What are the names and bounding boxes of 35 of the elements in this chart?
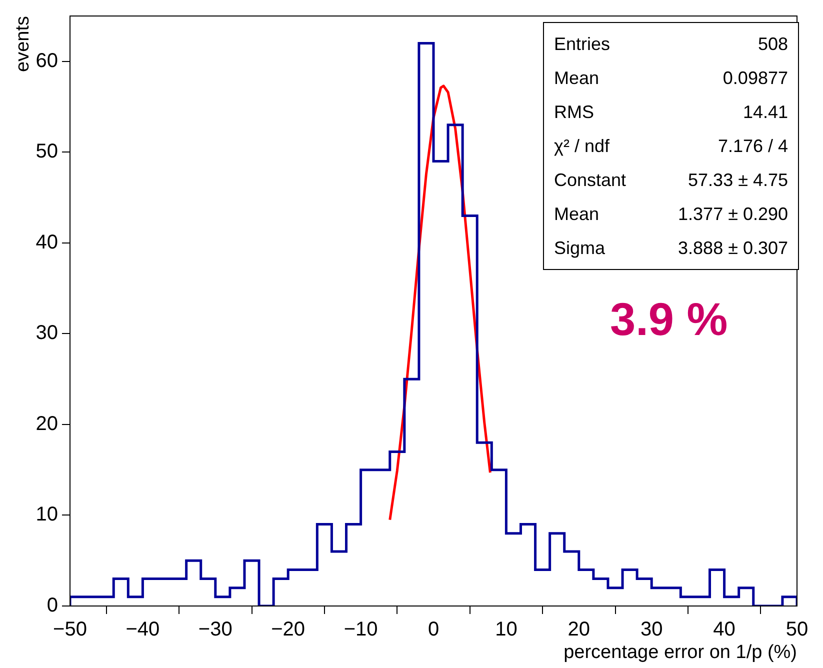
annotation: 0.09877	[722, 67, 788, 90]
annotation: 7.176 / 4	[716, 135, 788, 158]
y-tick-label: 20	[36, 412, 58, 435]
x-tick-label: −10	[344, 618, 378, 641]
y-tick-label: 40	[36, 231, 58, 254]
y-tick-label: 30	[36, 322, 58, 344]
x-tick-label: 0	[428, 618, 440, 641]
annotation: 508	[756, 33, 788, 56]
x-tick-label: 40	[713, 618, 736, 641]
annotation: RMS	[554, 101, 595, 124]
annotation: 57.33 ± 4.75	[687, 169, 788, 192]
x-tick-label: 50	[786, 618, 808, 641]
x-tick-label: −30	[198, 618, 232, 641]
y-tick-label: 60	[36, 50, 58, 72]
x-tick-label: 30	[640, 618, 663, 641]
x-tick-label: 20	[568, 618, 590, 641]
x-axis-title: percentage error on 1/p (%)	[564, 642, 797, 663]
y-axis-title: events	[12, 16, 34, 72]
x-tick-label: −40	[126, 618, 160, 641]
x-tick-label: −20	[271, 618, 306, 641]
annotation: 14.41	[742, 101, 788, 124]
annotation: 1.377 ± 0.290	[677, 203, 788, 226]
y-tick-label: 50	[36, 140, 58, 163]
y-tick-label: 10	[36, 504, 58, 526]
annotation: 3.9 %	[610, 292, 728, 346]
annotation: χ² / ndf	[554, 135, 610, 158]
annotation: Constant	[554, 169, 628, 192]
annotation: Entries	[554, 33, 612, 56]
x-tick-label: 10	[495, 618, 518, 641]
annotation: Mean	[554, 203, 600, 226]
annotation: Sigma	[554, 237, 606, 260]
y-tick-label: 0	[46, 594, 58, 617]
annotation: 3.888 ± 0.307	[677, 237, 788, 260]
x-tick-label: −50	[53, 618, 87, 641]
annotation: Mean	[554, 67, 600, 90]
